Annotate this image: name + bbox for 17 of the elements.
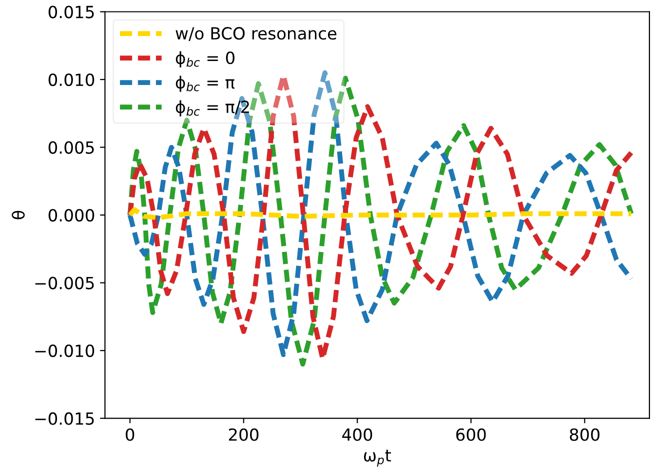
y-tick-label: 0.005 bbox=[48, 141, 94, 154]
x-tick-label: 0 bbox=[126, 428, 134, 441]
legend-label: ϕ$_{bc}$ = 0 bbox=[176, 51, 234, 68]
y-tick-label: −0.005 bbox=[35, 276, 94, 290]
y-axis-title: θ bbox=[12, 210, 25, 220]
y-tick-label: −0.015 bbox=[35, 412, 94, 425]
x-tick-label: 800 bbox=[570, 428, 600, 441]
y-tick-label: 0.015 bbox=[48, 6, 94, 18]
x-tick-label: 600 bbox=[456, 428, 486, 441]
legend-label: ϕ$_{bc}$ = π bbox=[176, 76, 235, 92]
x-tick-label: 400 bbox=[342, 428, 372, 441]
x-axis-title: ω$_{p}$t bbox=[364, 450, 391, 467]
legend-label: w/o BCO resonance bbox=[176, 27, 336, 41]
y-tick-label: 0.010 bbox=[48, 73, 94, 86]
x-tick-label: 200 bbox=[228, 428, 258, 441]
y-tick-label: −0.010 bbox=[35, 344, 94, 358]
y-tick-label: 0.000 bbox=[48, 208, 94, 222]
